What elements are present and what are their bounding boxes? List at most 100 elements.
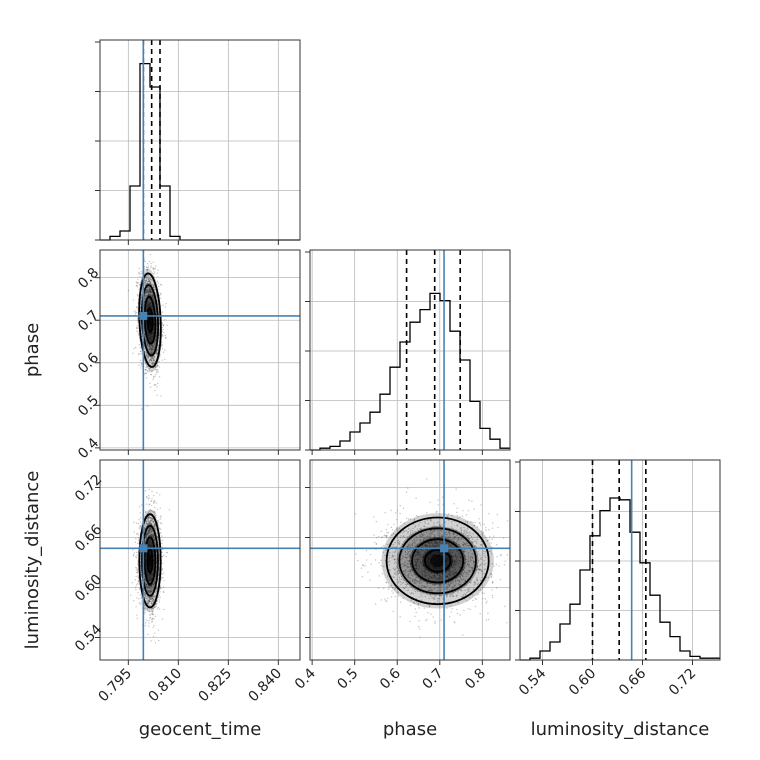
sample-point [155,368,157,370]
sample-point [452,567,454,569]
sample-point [138,602,141,604]
sample-point [152,344,155,347]
sample-point [152,583,154,586]
sample-point [151,585,153,587]
sample-point [156,535,159,538]
sample-point [145,292,148,294]
sample-point [135,588,137,591]
sample-point [154,527,156,530]
sample-point [139,511,141,514]
sample-point [139,367,142,369]
sample-point [147,356,149,358]
sample-point [148,622,150,624]
sample-point [150,340,153,342]
sample-point [149,338,151,340]
sample-point [155,502,157,504]
sample-point [145,323,147,325]
sample-point [134,541,136,544]
sample-point [158,594,160,596]
sample-point [151,332,154,335]
sample-point [150,352,152,354]
sample-point [488,550,490,553]
sample-point [402,556,405,558]
sample-point [152,329,155,332]
sample-point [152,335,154,337]
sample-point [146,574,148,576]
sample-point [148,291,150,294]
sample-point [166,552,169,554]
sample-point [151,544,154,547]
sample-point [152,308,154,310]
sample-point [150,349,152,351]
sample-point [132,549,134,551]
sample-point [145,495,148,498]
sample-point [161,343,163,346]
sample-point [147,265,150,267]
sample-point [149,305,152,307]
sample-point [149,337,151,340]
sample-point [149,290,152,292]
sample-point [151,577,153,580]
sample-point [147,543,150,546]
sample-point [153,538,155,540]
sample-point [151,544,153,546]
sample-point [154,305,157,307]
sample-point [138,506,141,508]
sample-point [153,284,155,286]
sample-point [153,347,156,349]
tick-label-x: 0.66 [616,665,649,698]
sample-point [418,557,420,560]
sample-point [149,585,151,587]
sample-point [152,573,154,575]
sample-point [151,333,153,335]
sample-point [153,583,155,585]
sample-point [140,294,143,296]
sample-point [149,344,151,346]
sample-point [408,555,411,557]
sample-point [424,573,426,575]
sample-point [418,565,421,567]
sample-point [426,585,428,588]
sample-point [146,329,149,332]
sample-point [147,304,149,307]
sample-point [155,384,157,386]
sample-point [147,303,149,305]
sample-point [146,524,149,526]
sample-point [148,522,150,524]
sample-point [150,338,152,340]
sample-point [151,335,153,338]
sample-point [139,521,142,523]
sample-point [150,577,152,579]
sample-point [455,579,457,581]
sample-point [162,331,165,334]
sample-point [152,549,154,552]
sample-point [147,545,149,548]
sample-point [146,598,148,600]
sample-point [152,349,155,351]
sample-point [454,570,457,573]
sample-point [409,563,412,565]
sample-point [152,599,154,601]
sample-point [145,310,147,312]
tick-label-y: 0.8 [75,265,102,292]
sample-point [143,297,146,299]
sample-point [151,534,154,536]
sample-point [137,295,139,297]
sample-point [150,602,153,604]
sample-point [146,523,149,525]
sample-point [152,359,155,361]
sample-point [158,361,160,363]
sample-point [150,544,152,547]
sample-point [145,570,148,572]
sample-point [155,576,157,578]
sample-point [156,587,158,590]
sample-point [150,292,152,294]
sample-point [394,569,396,571]
sample-point [148,280,150,282]
sample-point [454,559,457,562]
sample-point [147,602,149,604]
sample-point [152,297,154,299]
sample-point [362,564,364,567]
sample-point [409,577,411,580]
sample-point [150,516,152,519]
